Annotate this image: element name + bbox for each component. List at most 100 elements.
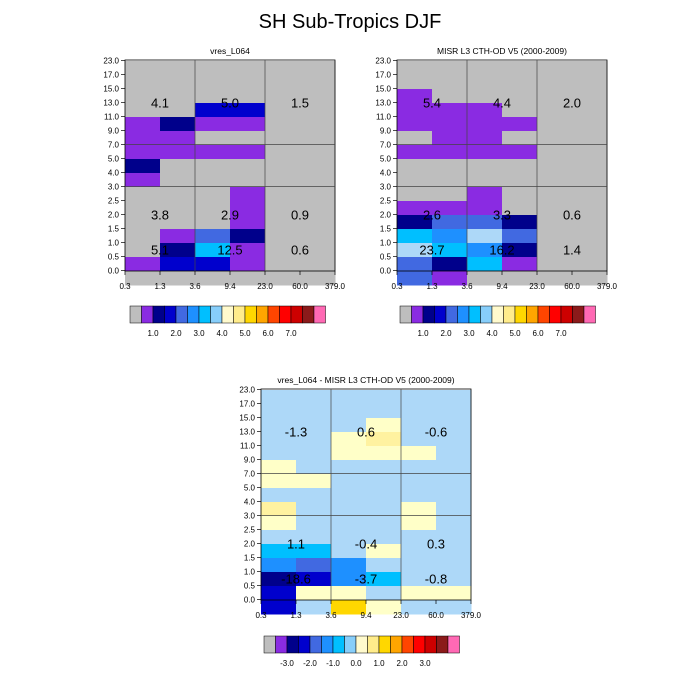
heatmap-cell [401,600,437,615]
heatmap-cell [572,187,608,202]
heatmap-cell [195,215,231,230]
heatmap-cell [331,572,367,587]
heatmap-cell [125,201,161,216]
heatmap-cell [300,75,336,90]
y-tick-label: 9.0 [244,456,256,465]
heatmap-cell [537,89,573,104]
heatmap-cell [436,502,472,517]
colorbar: 1.0 2.0 3.0 4.0 5.0 6.0 7.0 [129,305,326,338]
heatmap-cell [467,215,503,230]
heatmap-cell [502,187,538,202]
heatmap-cell [397,145,433,160]
colorbar-swatch [279,305,292,324]
heatmap-cell [331,530,367,545]
colorbar-swatch [413,635,426,654]
colorbar-label: 2.0 [170,329,182,338]
heatmap-cell [160,257,196,272]
heatmap-cell [195,229,231,244]
heatmap-cell [230,131,266,146]
x-tick-label: 1.3 [154,282,166,291]
heatmap-cell [366,446,402,461]
heatmap-cell [502,159,538,174]
y-tick-label: 13.0 [239,428,255,437]
y-tick-label: 7.0 [244,470,256,479]
heatmap-cell [300,187,336,202]
colorbar-swatch [263,635,276,654]
colorbar-swatch [549,305,562,324]
colorbar-swatch [503,305,516,324]
heatmap-cell [572,89,608,104]
block-value-label: 0.6 [291,243,309,258]
colorbar-swatch [457,305,470,324]
heatmap-cell [467,131,503,146]
colorbar-swatch [491,305,504,324]
heatmap-cell [401,530,437,545]
heatmap-cell [467,271,503,286]
heatmap-cell [467,145,503,160]
heatmap-cell [125,103,161,118]
heatmap-cell [537,103,573,118]
colorbar-swatch [244,305,257,324]
heatmap-cell [502,145,538,160]
colorbar-label: 3.0 [463,329,475,338]
x-tick-label: 0.3 [119,282,131,291]
colorbar-swatch [537,305,550,324]
heatmap-cell [261,418,297,433]
colorbar-swatch [422,305,435,324]
heatmap-cell [331,474,367,489]
colorbar-label: 5.0 [239,329,251,338]
heatmap-cell [537,117,573,132]
y-tick-label: 13.0 [375,99,391,108]
heatmap-cell [230,201,266,216]
y-tick-label: 0.5 [108,253,120,262]
heatmap-cell [366,488,402,503]
block-value-label: 1.4 [563,243,581,258]
heatmap-cell [467,103,503,118]
y-tick-label: 1.5 [108,225,120,234]
block-value-label: 3.3 [493,208,511,223]
heatmap-cell [397,229,433,244]
heatmap-cell [125,257,161,272]
colorbar-label: -3.0 [280,659,294,668]
heatmap-cell [467,173,503,188]
colorbar-swatch [129,305,142,324]
colorbar-swatch [378,635,391,654]
heatmap-cell [572,229,608,244]
colorbar-swatch [434,305,447,324]
heatmap-cell [432,257,468,272]
y-tick-label: 7.0 [108,141,120,150]
y-tick-label: 17.0 [103,71,119,80]
heatmap-cell [432,229,468,244]
heatmap-cell [261,516,297,531]
heatmap-cell [261,600,297,615]
heatmap-cell [397,61,433,76]
heatmap-cell [265,131,301,146]
heatmap-cell [436,600,472,615]
heatmap-cell [261,446,297,461]
y-tick-label: 3.0 [244,512,256,521]
heatmap-cell [537,229,573,244]
heatmap-cell [502,271,538,286]
heatmap-cell [502,89,538,104]
heatmap-cell [230,159,266,174]
panel-title: vres_L064 [210,46,250,56]
heatmap-cell [467,89,503,104]
colorbar-swatch [514,305,527,324]
colorbar: 1.0 2.0 3.0 4.0 5.0 6.0 7.0 [399,305,596,338]
heatmap-cell [432,201,468,216]
heatmap-cell [436,418,472,433]
heatmap-cell [331,446,367,461]
heatmap-cell [502,229,538,244]
heatmap-cell [366,418,402,433]
heatmap-cell [296,600,332,615]
y-tick-label: 1.0 [380,239,392,248]
x-tick-label: 9.4 [224,282,236,291]
y-tick-label: 2.0 [244,540,256,549]
heatmap-cell [537,61,573,76]
block-value-label: 0.3 [427,537,445,552]
heatmap-cell [296,544,332,559]
heatmap-cell [300,103,336,118]
heatmap-cell [401,558,437,573]
colorbar-swatch [298,635,311,654]
heatmap-cell [432,243,468,258]
